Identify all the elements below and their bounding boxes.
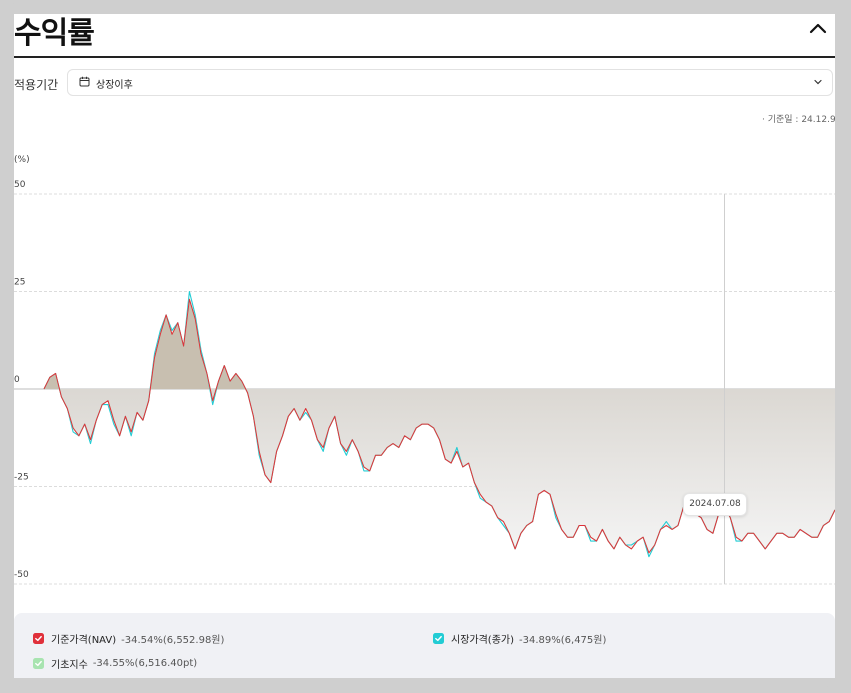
legend-value: -34.55%(6,516.40pt) [92, 658, 198, 669]
chevron-up-icon [809, 23, 827, 34]
y-tick-label: 50 [14, 180, 26, 190]
legend-value: -34.54%(6,552.98원) [121, 635, 225, 646]
legend-item-nav[interactable]: 기준가격(NAV) -34.54%(6,552.98원) [33, 631, 224, 646]
y-tick-label: 25 [14, 278, 25, 288]
tooltip-date: 2024.07.08 [683, 493, 747, 516]
y-tick-label: -50 [14, 570, 29, 580]
y-axis-unit: (%) [14, 155, 30, 165]
legend-checkbox-nav[interactable] [33, 633, 44, 644]
legend-name: 기초지수 [51, 660, 88, 671]
check-icon [35, 660, 42, 667]
legend-checkbox-market[interactable] [433, 633, 444, 644]
series-line-0 [43, 298, 835, 554]
y-tick-label: -25 [14, 473, 29, 483]
legend-checkbox-index[interactable] [33, 658, 44, 669]
negative-area [44, 389, 835, 553]
legend-value: -34.89%(6,475원) [519, 635, 607, 646]
legend: 기준가격(NAV) -34.54%(6,552.98원) 시장가격(종가) -3… [14, 613, 835, 678]
period-select[interactable]: 상장이후 [67, 69, 833, 96]
collapse-button[interactable] [808, 18, 828, 38]
check-icon [35, 635, 42, 642]
y-tick-label: 0 [14, 375, 20, 385]
returns-panel: 수익률 적용기간 상장이후 · 기준일 : 24.12.9 (%) 50 2 [14, 14, 835, 678]
calendar-icon [79, 76, 90, 87]
legend-item-market[interactable]: 시장가격(종가) -34.89%(6,475원) [433, 631, 606, 646]
header-divider [14, 56, 835, 58]
chevron-down-icon [814, 79, 822, 85]
period-label: 적용기간 [14, 78, 59, 92]
base-date: · 기준일 : 24.12.9 [762, 115, 835, 125]
check-icon [435, 635, 442, 642]
page-title: 수익률 [14, 16, 95, 51]
legend-name: 기준가격(NAV) [51, 635, 117, 646]
period-select-value: 상장이후 [96, 80, 133, 91]
returns-chart[interactable]: 50 25 0 -25 -50 [14, 174, 835, 604]
legend-name: 시장가격(종가) [451, 635, 515, 646]
legend-item-index[interactable]: 기초지수 -34.55%(6,516.40pt) [33, 656, 197, 671]
